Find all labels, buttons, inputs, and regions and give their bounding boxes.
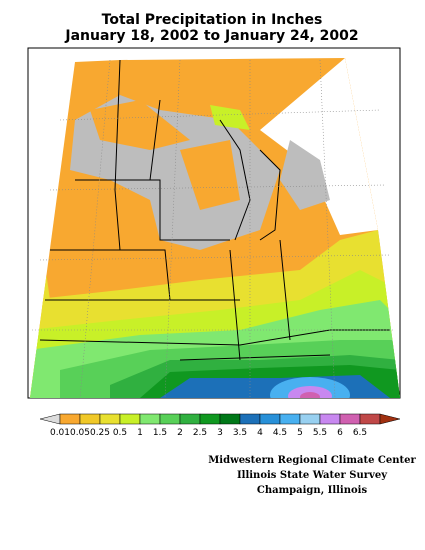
legend-label: 3 xyxy=(217,428,223,438)
legend-label: 6 xyxy=(337,428,343,438)
map-subtitle: January 18, 2002 to January 24, 2002 xyxy=(64,28,358,44)
legend-swatch xyxy=(199,413,221,425)
legend-label: 3.5 xyxy=(233,428,247,438)
legend-swatch xyxy=(319,413,341,425)
credit-line: Illinois State Water Survey xyxy=(237,470,388,481)
legend-label: 0.05 xyxy=(70,428,90,438)
map-title: Total Precipitation in Inches xyxy=(102,12,323,28)
credit-line: Champaign, Illinois xyxy=(257,485,368,496)
legend-label: 1.5 xyxy=(153,428,167,438)
legend-label: 4.5 xyxy=(273,428,287,438)
legend-label: 4 xyxy=(257,428,263,438)
credits: Midwestern Regional Climate Center Illino… xyxy=(208,455,416,496)
legend-label: 0.5 xyxy=(113,428,127,438)
legend-swatch xyxy=(119,413,141,425)
legend-arrow xyxy=(379,413,401,425)
legend-swatch xyxy=(359,413,381,425)
legend-label: 6.5 xyxy=(353,428,367,438)
legend-arrow xyxy=(39,413,61,425)
legend-swatch xyxy=(299,413,321,425)
legend-swatch xyxy=(99,413,121,425)
credit-line: Midwestern Regional Climate Center xyxy=(208,455,416,466)
legend-swatch xyxy=(279,413,301,425)
legend-swatch xyxy=(339,413,361,425)
legend-swatch xyxy=(79,413,101,425)
legend: 0.01 0.05 0.25 0.5 1 1.5 2 2.5 3 3.5 4 4.5 5 5.5 6 6.5 xyxy=(39,413,401,438)
legend-label: 5.5 xyxy=(313,428,327,438)
legend-label: 2 xyxy=(177,428,183,438)
legend-swatch xyxy=(259,413,281,425)
legend-label: 0.01 xyxy=(50,428,70,438)
legend-swatch xyxy=(239,413,261,425)
legend-swatch xyxy=(219,413,241,425)
map xyxy=(27,47,401,399)
legend-label: 1 xyxy=(137,428,143,438)
legend-swatch xyxy=(59,413,81,425)
legend-label: 2.5 xyxy=(193,428,207,438)
legend-swatch xyxy=(179,413,201,425)
legend-swatch xyxy=(139,413,161,425)
legend-label: 5 xyxy=(297,428,303,438)
legend-swatch xyxy=(159,413,181,425)
legend-label: 0.25 xyxy=(90,428,110,438)
